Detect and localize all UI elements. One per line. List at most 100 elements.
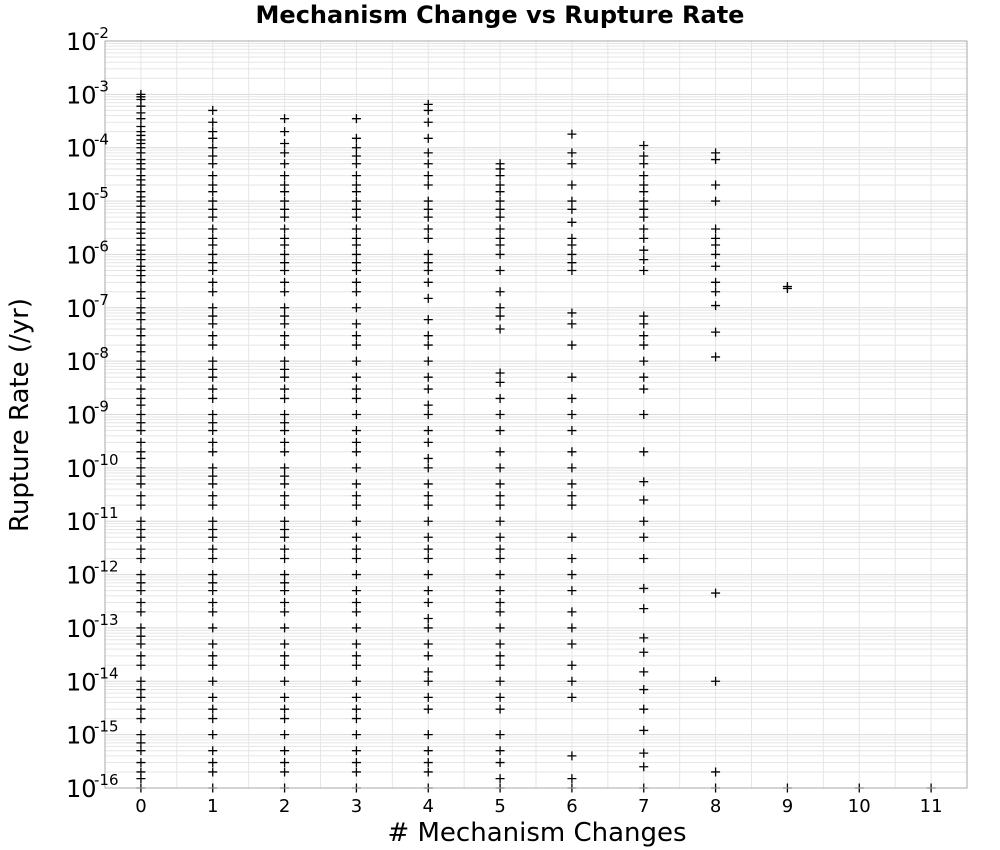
data-point <box>495 554 505 564</box>
data-point <box>495 704 505 714</box>
data-point <box>136 293 146 303</box>
data-point <box>711 277 721 287</box>
data-point <box>280 746 290 756</box>
y-tick-base: 10 <box>66 775 97 803</box>
y-axis-label: Rupture Rate (/yr) <box>5 298 35 532</box>
data-point <box>567 447 577 457</box>
data-point <box>495 393 505 403</box>
data-point <box>280 491 290 501</box>
data-point <box>280 676 290 686</box>
data-point <box>351 746 361 756</box>
data-point <box>280 730 290 740</box>
data-point <box>136 692 146 702</box>
data-point <box>280 384 290 394</box>
data-point <box>351 410 361 419</box>
data-point <box>351 319 361 329</box>
data-point <box>639 187 649 197</box>
data-point <box>208 714 218 724</box>
data-point <box>351 639 361 649</box>
data-point <box>208 758 218 768</box>
data-point <box>639 265 649 275</box>
data-point <box>639 224 649 234</box>
data-point <box>423 767 433 777</box>
data-point <box>208 319 218 329</box>
data-point <box>639 384 649 394</box>
data-point <box>208 204 218 214</box>
y-tick-label: 10-8 <box>66 344 109 376</box>
data-point <box>208 479 218 489</box>
data-point <box>208 578 218 588</box>
data-point <box>423 331 433 341</box>
data-point <box>280 532 290 542</box>
data-point <box>495 171 505 181</box>
data-point <box>351 340 361 350</box>
data-point <box>639 685 649 695</box>
data-point <box>280 372 290 382</box>
x-tick-label: 0 <box>135 796 146 817</box>
data-point <box>639 477 649 487</box>
data-point <box>136 685 146 695</box>
data-point <box>280 212 290 222</box>
data-point <box>208 418 218 428</box>
data-point <box>567 774 577 784</box>
data-point <box>567 607 577 617</box>
data-point <box>351 597 361 607</box>
data-point <box>280 660 290 670</box>
x-tick-label: 7 <box>638 796 649 817</box>
data-point <box>639 356 649 366</box>
data-point <box>423 500 433 510</box>
data-point <box>423 651 433 661</box>
data-point <box>280 578 290 588</box>
data-point <box>351 151 361 161</box>
data-point <box>639 725 649 735</box>
data-point <box>495 368 505 378</box>
data-point <box>639 151 649 161</box>
data-point <box>351 114 361 124</box>
data-point <box>423 340 433 350</box>
data-point <box>351 586 361 596</box>
data-point <box>351 426 361 436</box>
data-point <box>495 544 505 554</box>
data-point <box>782 283 792 293</box>
data-point <box>208 463 218 473</box>
y-tick-base: 10 <box>66 348 97 376</box>
data-point <box>351 463 361 473</box>
y-tick-exponent: -9 <box>94 398 109 416</box>
data-point <box>351 393 361 403</box>
y-tick-label: 10-3 <box>66 77 109 109</box>
data-point <box>351 676 361 686</box>
data-point <box>567 265 577 275</box>
data-point <box>280 479 290 489</box>
data-point <box>495 758 505 768</box>
data-point <box>208 311 218 321</box>
data-point <box>351 692 361 702</box>
data-point <box>567 676 577 686</box>
data-point <box>136 631 146 641</box>
data-point <box>280 463 290 473</box>
data-point <box>208 364 218 374</box>
data-point <box>351 372 361 382</box>
data-point <box>280 187 290 197</box>
data-point <box>136 426 146 436</box>
data-point <box>423 384 433 394</box>
data-point <box>208 746 218 756</box>
data-point <box>351 491 361 501</box>
data-point <box>280 651 290 661</box>
data-point <box>711 588 721 598</box>
data-point <box>208 117 218 127</box>
data-point <box>495 377 505 387</box>
data-point <box>567 340 577 350</box>
data-point <box>351 171 361 181</box>
data-point <box>351 277 361 287</box>
data-point <box>136 730 146 740</box>
data-point <box>567 479 577 489</box>
data-point <box>136 623 146 633</box>
data-point <box>208 151 218 161</box>
plot-frame <box>104 40 968 789</box>
data-point <box>136 463 146 473</box>
data-point <box>136 607 146 617</box>
data-point <box>280 447 290 457</box>
data-point <box>423 730 433 740</box>
data-point <box>423 692 433 702</box>
data-point <box>280 265 290 275</box>
